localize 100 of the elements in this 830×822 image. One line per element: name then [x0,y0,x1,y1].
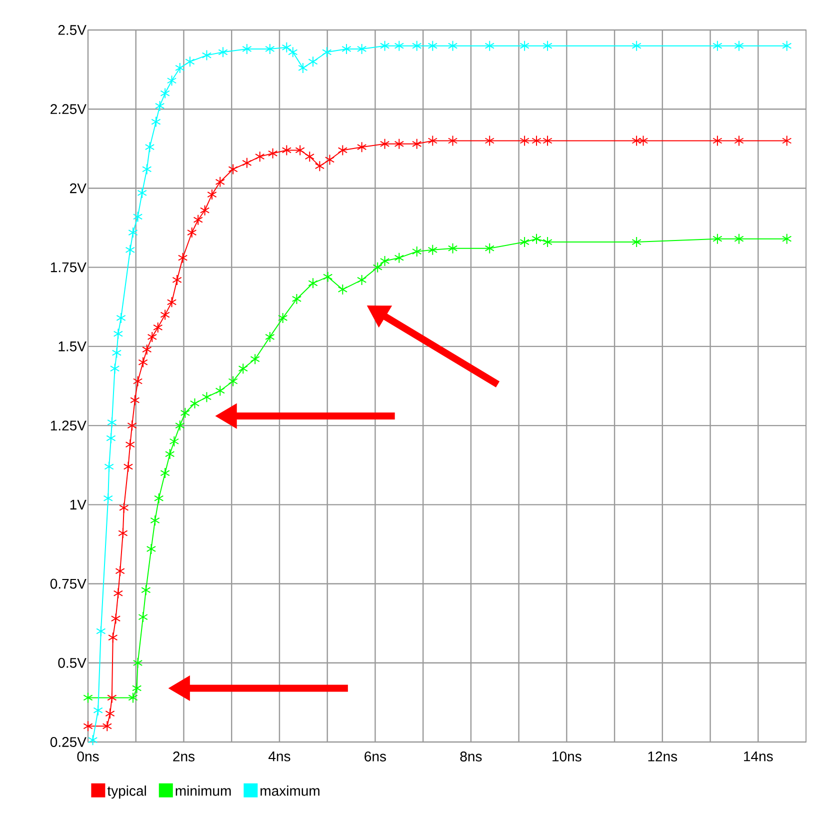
point [202,50,212,61]
point [193,214,203,226]
point [322,271,333,282]
point [93,704,103,716]
point [175,420,185,432]
point [190,398,200,409]
point [712,40,722,52]
point [542,236,552,248]
point [484,135,494,146]
point [113,328,123,340]
point [228,376,238,387]
point [165,448,175,460]
point [292,293,302,304]
point [132,211,143,222]
point [448,135,458,146]
point [324,154,335,166]
point [338,144,348,156]
point [238,363,248,374]
point [250,354,260,365]
point [322,46,332,58]
point [542,40,552,52]
point [218,46,228,58]
point [137,187,147,198]
point [372,262,382,273]
x-tick-label: 14ns [744,752,773,762]
point [484,242,494,254]
y-tick-label: 1V [70,500,86,510]
point [130,394,140,406]
point [782,135,792,146]
point [151,116,161,128]
point [125,439,135,450]
y-tick-label: 2.5V [58,25,86,35]
point [110,363,120,374]
x-tick-label: 2ns [173,752,195,762]
point [103,492,113,504]
point [242,157,252,168]
point [448,40,458,52]
point [412,40,422,52]
y-tick-label: 1.75V [50,262,86,272]
y-tick-label: 2.25V [50,104,86,114]
point [106,432,116,444]
point [142,344,152,356]
x-tick-label: 10ns [552,752,582,762]
point [166,296,177,308]
point [128,692,138,704]
point [304,151,314,162]
point [154,100,165,112]
point [520,40,530,52]
point [380,40,390,52]
point [782,40,792,52]
point [107,416,117,428]
point [83,720,93,732]
point [146,543,156,554]
point [118,528,128,539]
point [132,376,143,387]
x-tick-label: 4ns [268,752,290,762]
y-tick-label: 0.75V [50,578,86,589]
point [187,227,197,238]
point [520,135,530,146]
point [96,626,106,637]
point [110,613,121,624]
point [150,514,160,526]
point [107,692,117,704]
point [105,708,115,720]
point [484,40,494,52]
x-tick-label: 8ns [460,752,482,762]
point [265,331,275,342]
x-tick-label: 12ns [648,752,678,762]
x-tick-label: 0ns [77,752,99,762]
point [138,612,148,623]
y-tick-label: 1.5V [58,342,86,352]
y-tick-label: 0.25V [50,737,86,747]
point [119,502,129,514]
point [308,56,318,68]
point [394,40,404,52]
point [428,244,438,256]
point [542,135,552,146]
point [632,236,642,248]
point [141,584,151,596]
point [295,144,305,156]
point [113,588,123,599]
y-tick-label: 2V [70,183,86,194]
point [128,227,138,238]
point [108,632,118,644]
point [356,43,367,54]
point [428,40,438,52]
point [125,244,135,256]
y-tick-label: 1.25V [50,420,86,431]
point [88,734,98,746]
point [123,461,134,472]
point [202,392,212,403]
legend-label: typical [107,786,146,799]
point [268,148,278,159]
point [638,135,648,146]
point [132,657,143,668]
point [282,42,292,53]
point [632,40,642,52]
point [200,204,210,216]
point [255,151,265,162]
point [394,138,404,150]
